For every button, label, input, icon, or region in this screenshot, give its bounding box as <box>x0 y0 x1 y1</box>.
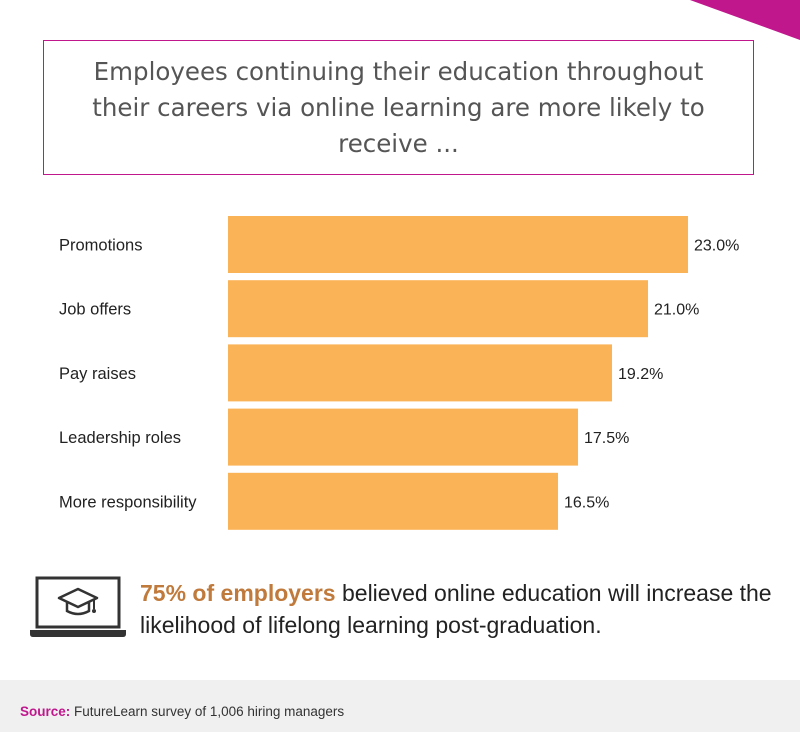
source-label: Source: <box>20 704 71 719</box>
category-label: Job offers <box>59 301 131 319</box>
bar <box>228 280 648 338</box>
source-text: FutureLearn survey of 1,006 hiring manag… <box>70 704 345 719</box>
category-label: Pay raises <box>59 365 136 383</box>
source-line: Source: FutureLearn survey of 1,006 hiri… <box>20 704 344 719</box>
category-label: More responsibility <box>59 493 197 511</box>
value-label: 17.5% <box>584 430 629 447</box>
bar <box>228 216 688 273</box>
callout: 75% of employers believed online educati… <box>28 575 788 645</box>
value-label: 21.0% <box>654 302 699 319</box>
bar-chart: Promotions 23.0% Job offers 21.0% Pay raises… <box>59 216 739 530</box>
corner-accent-shape <box>690 0 800 40</box>
value-label: 19.2% <box>618 366 663 383</box>
value-label: 23.0% <box>694 238 739 255</box>
laptop-graduation-cap-icon <box>30 576 126 637</box>
category-label: Promotions <box>59 237 142 255</box>
title-box: Employees continuing their education thr… <box>43 40 754 175</box>
category-label: Leadership roles <box>59 429 181 447</box>
value-label: 16.5% <box>564 494 609 511</box>
footer: Source: FutureLearn survey of 1,006 hiri… <box>0 680 800 732</box>
bar <box>228 344 612 402</box>
callout-body: believed online education will increase … <box>140 580 772 638</box>
callout-highlight: 75% of employers <box>140 580 336 606</box>
callout-text: 75% of employers believed online educati… <box>140 577 780 641</box>
bar <box>228 472 558 530</box>
bar <box>228 408 578 466</box>
chart-title: Employees continuing their education thr… <box>92 56 705 158</box>
